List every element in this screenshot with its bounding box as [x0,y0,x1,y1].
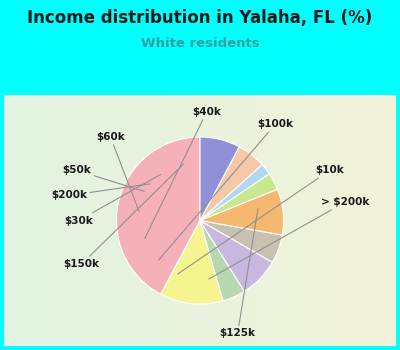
Text: $40k: $40k [145,107,221,239]
Text: White residents: White residents [141,37,259,50]
Text: Income distribution in Yalaha, FL (%): Income distribution in Yalaha, FL (%) [27,9,373,27]
Text: > $200k: > $200k [209,197,370,279]
Text: $60k: $60k [96,132,139,212]
Wedge shape [200,220,244,301]
Text: $150k: $150k [64,164,184,269]
Wedge shape [200,189,284,235]
Text: $30k: $30k [64,174,160,225]
Wedge shape [200,174,278,220]
Text: $50k: $50k [63,165,144,191]
Wedge shape [200,137,239,220]
Wedge shape [200,147,262,220]
Wedge shape [200,164,269,220]
Text: $10k: $10k [178,165,344,274]
Wedge shape [200,220,272,291]
Text: $100k: $100k [158,119,293,260]
Text: $125k: $125k [220,209,258,338]
Wedge shape [200,220,282,262]
Wedge shape [161,220,223,304]
Text: $200k: $200k [51,184,150,201]
Wedge shape [116,137,200,294]
